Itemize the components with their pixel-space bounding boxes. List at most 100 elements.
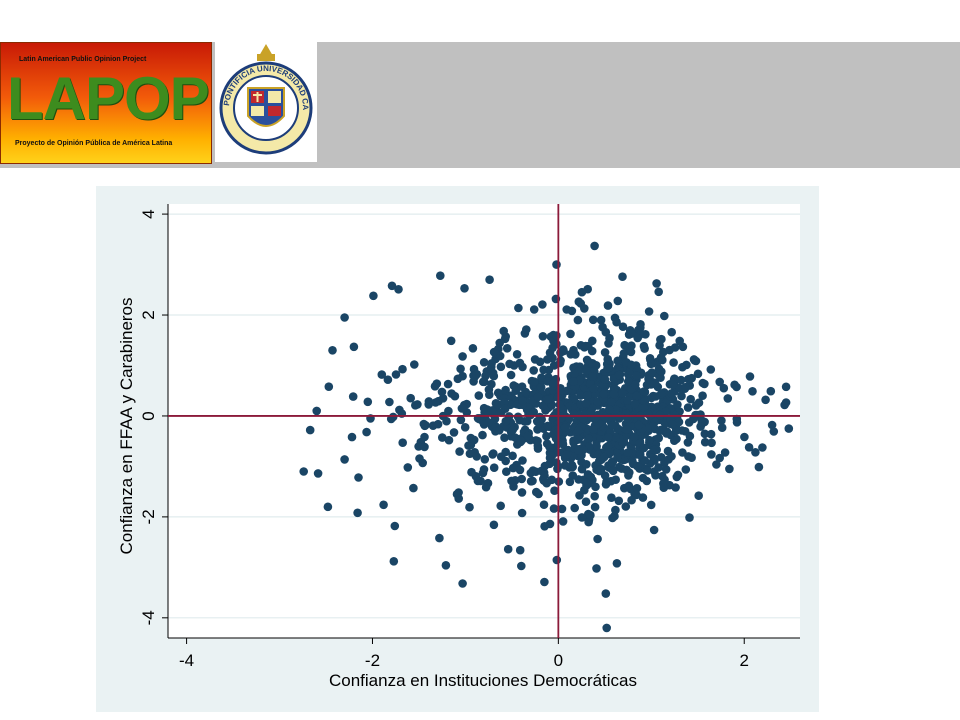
data-point — [495, 338, 505, 348]
data-point — [547, 475, 557, 485]
data-point — [607, 457, 617, 467]
data-point — [700, 379, 709, 389]
data-point — [740, 432, 749, 442]
data-point — [522, 325, 531, 334]
data-point — [517, 436, 526, 446]
data-point — [496, 362, 506, 372]
data-point — [506, 370, 516, 380]
data-point — [638, 473, 648, 483]
data-point — [349, 342, 359, 352]
data-point — [694, 491, 703, 501]
data-point — [638, 493, 648, 502]
data-point — [466, 440, 476, 450]
data-point — [515, 465, 525, 475]
data-point — [769, 427, 779, 436]
data-point — [670, 343, 680, 352]
data-point — [725, 464, 734, 474]
crown-icon — [259, 44, 273, 56]
data-point — [489, 371, 499, 381]
data-point — [415, 454, 424, 463]
data-point — [570, 503, 579, 513]
data-point — [501, 332, 511, 341]
data-point — [502, 467, 511, 477]
data-point — [456, 364, 465, 374]
data-point — [691, 401, 701, 410]
data-point — [479, 465, 489, 474]
scatter-plot: -4 -2 0 2 -4 -2 0 2 4 Confianza en Instituciones… — [117, 204, 800, 690]
data-point — [539, 500, 549, 510]
data-point — [518, 396, 527, 406]
data-point — [678, 362, 687, 372]
data-point — [496, 501, 506, 511]
data-point — [681, 382, 690, 392]
data-point — [528, 476, 537, 486]
data-point — [588, 315, 598, 325]
data-point — [588, 336, 597, 346]
data-point — [676, 375, 686, 385]
data-point — [605, 405, 614, 414]
data-point — [348, 392, 358, 401]
data-point — [466, 433, 476, 443]
data-point — [589, 384, 599, 393]
data-point — [599, 389, 608, 399]
data-point — [667, 452, 676, 461]
data-point — [601, 327, 611, 337]
data-point — [540, 522, 549, 531]
data-point — [409, 483, 418, 493]
data-point — [512, 350, 522, 359]
data-point — [781, 382, 791, 392]
data-point — [590, 241, 599, 251]
data-point — [640, 397, 649, 406]
reference-lines — [168, 204, 800, 638]
data-point — [649, 525, 659, 535]
y-tick-label: 0 — [139, 411, 158, 420]
data-point — [489, 347, 499, 357]
data-point — [548, 343, 557, 353]
university-seal-logo: PONTIFICIA UNIVERSIDAD CATOLICA DE CHILE — [212, 35, 317, 162]
data-point — [675, 336, 684, 346]
data-point — [441, 561, 451, 570]
data-point — [592, 442, 601, 451]
data-point — [538, 300, 547, 309]
data-point — [388, 412, 398, 422]
data-point — [538, 401, 548, 410]
data-point — [449, 428, 459, 437]
university-seal-icon: PONTIFICIA UNIVERSIDAD CATOLICA DE CHILE — [212, 35, 313, 155]
data-point — [651, 392, 661, 401]
data-point — [442, 416, 451, 426]
data-point — [577, 513, 587, 522]
data-point — [529, 407, 538, 417]
data-point — [632, 484, 642, 493]
data-point — [363, 397, 373, 407]
data-point — [582, 391, 592, 401]
data-point — [657, 367, 666, 376]
data-point — [438, 433, 447, 442]
data-point — [465, 449, 475, 459]
data-point — [597, 464, 606, 474]
data-point — [514, 303, 523, 313]
data-point — [481, 482, 491, 492]
data-point — [626, 347, 636, 357]
data-point — [600, 348, 610, 357]
x-tick-label: -4 — [179, 651, 194, 670]
data-point — [604, 433, 613, 442]
data-point — [645, 435, 654, 445]
data-point — [657, 453, 666, 462]
data-point — [552, 331, 561, 340]
data-point — [413, 400, 422, 409]
data-point — [543, 355, 552, 364]
data-point — [468, 344, 478, 353]
data-point — [670, 436, 679, 445]
data-point — [717, 423, 727, 432]
data-point — [539, 474, 548, 484]
data-point — [453, 374, 463, 384]
data-point — [566, 329, 575, 339]
data-point — [582, 478, 591, 488]
data-point — [379, 500, 388, 510]
data-point — [607, 493, 616, 503]
data-point — [744, 443, 754, 452]
data-point — [465, 502, 474, 512]
y-tick-label: 4 — [139, 209, 158, 218]
data-point — [552, 458, 561, 467]
data-point — [436, 271, 445, 280]
